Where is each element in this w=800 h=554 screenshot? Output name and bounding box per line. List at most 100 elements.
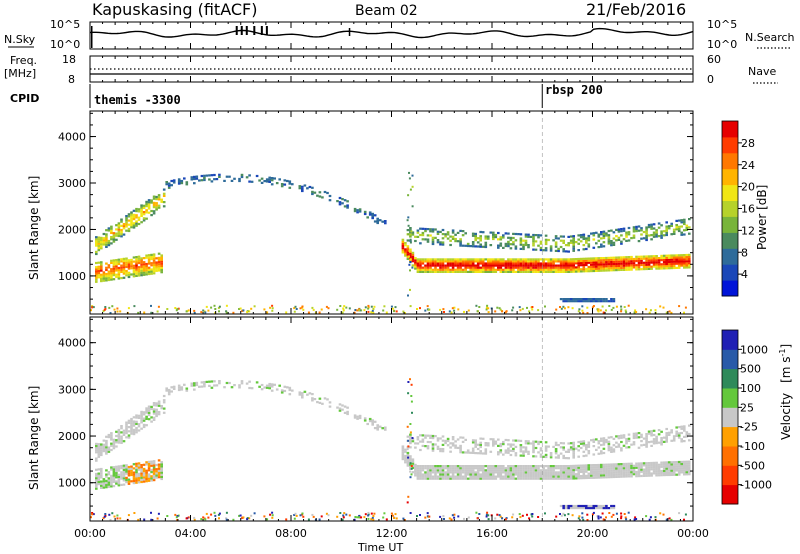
- velocity-cell: [117, 469, 121, 472]
- power-cell: [105, 268, 108, 271]
- power-cell: [592, 305, 595, 307]
- power-cell: [549, 268, 553, 271]
- power-cell: [509, 268, 513, 271]
- velocity-cell: [441, 443, 445, 446]
- colorbar-tick-label: 100: [740, 382, 761, 395]
- power-cell: [140, 274, 143, 277]
- velocity-cell: [569, 446, 573, 449]
- power-cell: [607, 261, 611, 264]
- power-cell: [602, 265, 606, 268]
- velocity-cell: [587, 450, 591, 453]
- velocity-cell: [579, 442, 583, 445]
- power-cell: [544, 258, 548, 261]
- velocity-cell: [130, 469, 133, 472]
- power-cell: [439, 258, 442, 261]
- power-cell: [384, 220, 387, 223]
- power-cell: [338, 196, 342, 200]
- velocity-cell: [475, 511, 478, 514]
- velocity-cell: [549, 467, 553, 470]
- velocity-cell: [167, 393, 171, 396]
- power-cell: [167, 184, 171, 187]
- velocity-cell: [406, 460, 410, 463]
- power-cell: [683, 222, 686, 226]
- power-cell: [147, 201, 151, 204]
- velocity-cell: [517, 439, 520, 442]
- power-cell: [499, 238, 503, 241]
- velocity-cell: [554, 441, 558, 444]
- power-cell: [660, 254, 663, 257]
- power-cell: [578, 308, 581, 311]
- power-cell: [436, 262, 440, 265]
- velocity-cell: [569, 477, 573, 480]
- velocity-cell: [100, 447, 103, 450]
- power-cell: [414, 265, 417, 268]
- velocity-cell: [509, 445, 513, 448]
- velocity-cell: [600, 463, 603, 466]
- power-cell: [499, 244, 503, 247]
- velocity-cell: [448, 517, 451, 520]
- velocity-cell: [522, 446, 525, 449]
- power-cell: [147, 260, 151, 263]
- power-cell: [145, 211, 148, 214]
- power-cell: [466, 258, 470, 261]
- velocity-cell: [270, 385, 274, 388]
- velocity-cell: [555, 515, 558, 518]
- velocity-cell: [107, 450, 111, 453]
- power-cell: [586, 306, 589, 309]
- power-cell: [147, 203, 151, 206]
- velocity-cell: [612, 463, 616, 466]
- power-cell: [577, 234, 580, 237]
- power-cell: [102, 277, 106, 280]
- velocity-cell: [587, 445, 591, 448]
- velocity-cell: [582, 507, 586, 510]
- velocity-cell: [125, 436, 128, 439]
- velocity-cell: [509, 465, 513, 468]
- velocity-cell: [343, 411, 347, 414]
- velocity-cell: [110, 483, 113, 486]
- power-cell: [431, 238, 435, 241]
- power-cell: [549, 266, 553, 269]
- velocity-cell: [514, 477, 518, 480]
- power-cell: [509, 247, 513, 250]
- power-cell: [376, 221, 379, 225]
- power-cell: [166, 308, 169, 310]
- power-cell: [434, 262, 437, 265]
- velocity-cell: [607, 444, 611, 448]
- power-cell: [140, 206, 143, 209]
- velocity-cell: [672, 439, 676, 442]
- power-cell: [637, 257, 641, 260]
- velocity-cell: [464, 469, 467, 472]
- power-cell: [502, 270, 505, 273]
- velocity-cell: [419, 473, 422, 476]
- power-cell: [652, 227, 656, 230]
- power-cell: [112, 259, 116, 262]
- velocity-cell: [677, 460, 681, 464]
- power-cell: [600, 237, 603, 240]
- power-cell: [454, 268, 457, 271]
- power-cell: [250, 180, 254, 183]
- power-cell: [557, 258, 560, 261]
- power-cell: [562, 264, 565, 267]
- power-cell: [130, 258, 133, 261]
- velocity-cell: [454, 469, 457, 472]
- velocity-cell: [145, 407, 148, 410]
- velocity-cell: [652, 438, 656, 441]
- power-cell: [597, 233, 601, 236]
- velocity-cell: [185, 389, 189, 392]
- power-cell: [117, 226, 121, 229]
- velocity-cell: [411, 460, 415, 463]
- velocity-cell: [266, 518, 269, 521]
- power-cell: [577, 249, 580, 252]
- power-cell: [444, 235, 447, 238]
- power-cell: [512, 260, 515, 263]
- velocity-cell: [595, 472, 598, 475]
- velocity-colorbar-title-end: ]: [779, 344, 793, 349]
- power-cell: [155, 202, 158, 205]
- velocity-cell: [115, 472, 118, 475]
- power-cell: [654, 309, 657, 312]
- power-cell: [522, 264, 525, 267]
- velocity-cell: [645, 466, 648, 469]
- velocity-cell: [684, 513, 687, 516]
- power-cell: [147, 262, 151, 265]
- velocity-cell: [145, 469, 148, 472]
